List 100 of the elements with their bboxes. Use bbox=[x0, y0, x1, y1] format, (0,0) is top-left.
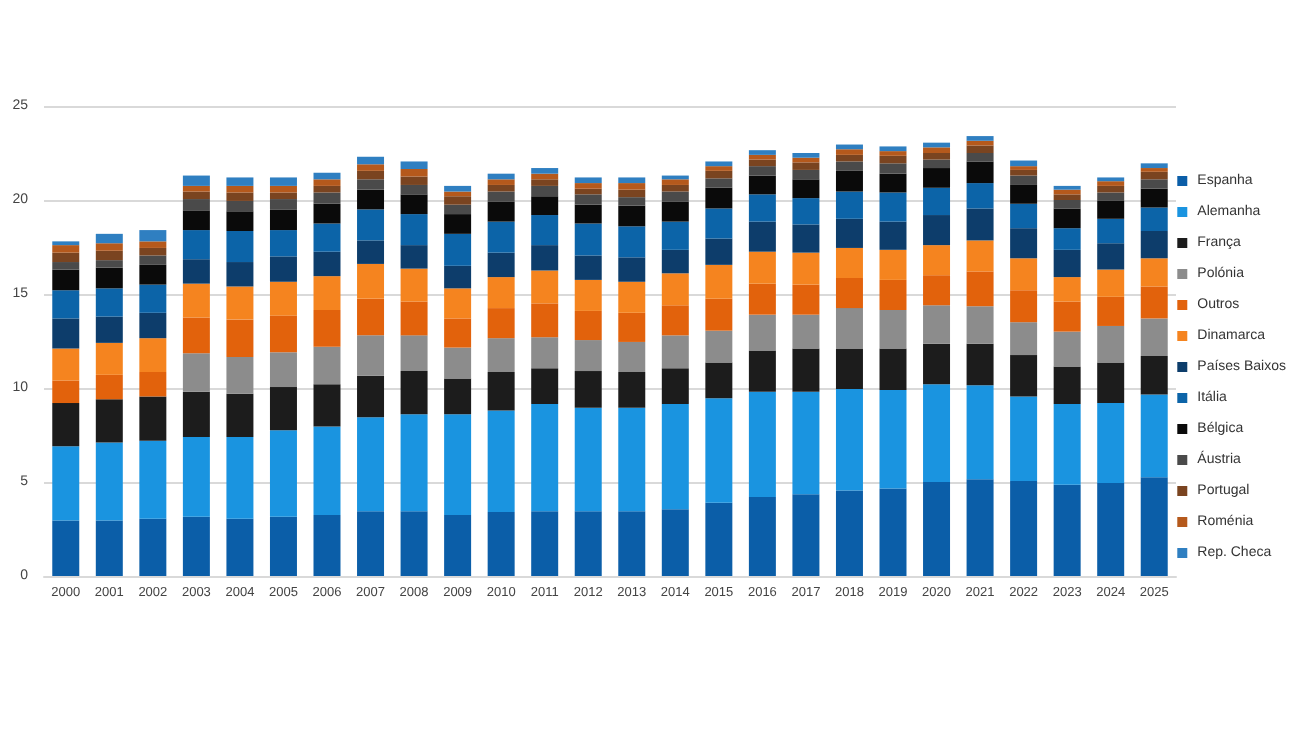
bar bbox=[400, 371, 428, 415]
bar bbox=[182, 436, 210, 517]
bar bbox=[531, 185, 559, 197]
bar bbox=[226, 393, 254, 437]
bar bbox=[748, 194, 776, 222]
bar bbox=[95, 243, 123, 251]
bar bbox=[835, 191, 863, 219]
bar bbox=[1053, 249, 1081, 278]
bar bbox=[923, 153, 951, 160]
bar bbox=[400, 414, 428, 512]
bar bbox=[487, 277, 515, 309]
bar bbox=[661, 221, 689, 250]
bar bbox=[313, 192, 341, 204]
bar bbox=[661, 184, 689, 192]
bar bbox=[835, 149, 863, 155]
bar bbox=[835, 161, 863, 171]
bar bbox=[618, 341, 646, 373]
bar bbox=[400, 214, 428, 246]
bar bbox=[182, 191, 210, 200]
bar bbox=[1097, 185, 1125, 193]
bar bbox=[357, 511, 385, 576]
bar bbox=[531, 403, 559, 512]
bar bbox=[226, 200, 254, 212]
bar bbox=[1097, 362, 1125, 404]
bar bbox=[357, 170, 385, 180]
bar bbox=[748, 175, 776, 195]
bar bbox=[705, 502, 733, 576]
bar bbox=[95, 399, 123, 443]
bar bbox=[487, 372, 515, 411]
bar bbox=[52, 520, 80, 576]
bar bbox=[1140, 394, 1168, 478]
bar bbox=[966, 271, 994, 307]
bar bbox=[661, 509, 689, 576]
bar bbox=[966, 240, 994, 272]
bar bbox=[400, 184, 428, 195]
bar bbox=[879, 389, 907, 489]
bar bbox=[574, 407, 602, 512]
bar bbox=[574, 511, 602, 576]
bar bbox=[52, 348, 80, 381]
bar bbox=[1097, 403, 1125, 483]
bar bbox=[95, 233, 123, 244]
bar bbox=[1140, 188, 1168, 208]
bar bbox=[835, 154, 863, 162]
bar bbox=[1140, 258, 1168, 287]
bar bbox=[269, 192, 297, 200]
bar bbox=[400, 168, 428, 177]
bar bbox=[705, 238, 733, 265]
bar bbox=[1053, 194, 1081, 200]
bar bbox=[269, 185, 297, 193]
bar bbox=[879, 155, 907, 164]
bar bbox=[139, 284, 167, 313]
bar bbox=[444, 265, 472, 289]
bar bbox=[1097, 269, 1125, 297]
bar bbox=[1053, 366, 1081, 404]
bar bbox=[357, 263, 385, 299]
bar bbox=[574, 194, 602, 205]
bar bbox=[879, 173, 907, 193]
bar bbox=[357, 156, 385, 165]
bar bbox=[1010, 228, 1038, 259]
bar bbox=[661, 191, 689, 202]
bar bbox=[1010, 184, 1038, 204]
bar bbox=[226, 185, 254, 193]
bar bbox=[923, 168, 951, 188]
bar bbox=[52, 380, 80, 404]
bar bbox=[618, 205, 646, 227]
bar bbox=[661, 305, 689, 336]
bar bbox=[966, 145, 994, 153]
bar bbox=[1140, 163, 1168, 169]
bar bbox=[618, 407, 646, 512]
bar bbox=[269, 281, 297, 316]
bar bbox=[182, 199, 210, 211]
bar bbox=[748, 314, 776, 351]
bar bbox=[226, 192, 254, 201]
bar bbox=[357, 164, 385, 171]
bar bbox=[748, 159, 776, 167]
bar bbox=[357, 417, 385, 512]
bar bbox=[792, 252, 820, 285]
bar bbox=[52, 252, 80, 263]
bar bbox=[226, 211, 254, 232]
bar bbox=[618, 312, 646, 342]
bar bbox=[748, 283, 776, 315]
bar bbox=[52, 446, 80, 521]
bar bbox=[705, 264, 733, 299]
bar bbox=[226, 177, 254, 186]
bar bbox=[531, 215, 559, 246]
bar bbox=[1140, 356, 1168, 395]
bar bbox=[52, 269, 80, 291]
bar bbox=[835, 218, 863, 248]
bar bbox=[269, 177, 297, 186]
bar bbox=[531, 196, 559, 216]
bar bbox=[1140, 207, 1168, 232]
bar bbox=[661, 368, 689, 404]
bar bbox=[661, 179, 689, 185]
bar bbox=[792, 224, 820, 253]
bar bbox=[705, 170, 733, 179]
bar bbox=[139, 241, 167, 248]
bar bbox=[835, 388, 863, 491]
bar bbox=[879, 309, 907, 349]
bar bbox=[618, 189, 646, 198]
bar bbox=[923, 147, 951, 153]
